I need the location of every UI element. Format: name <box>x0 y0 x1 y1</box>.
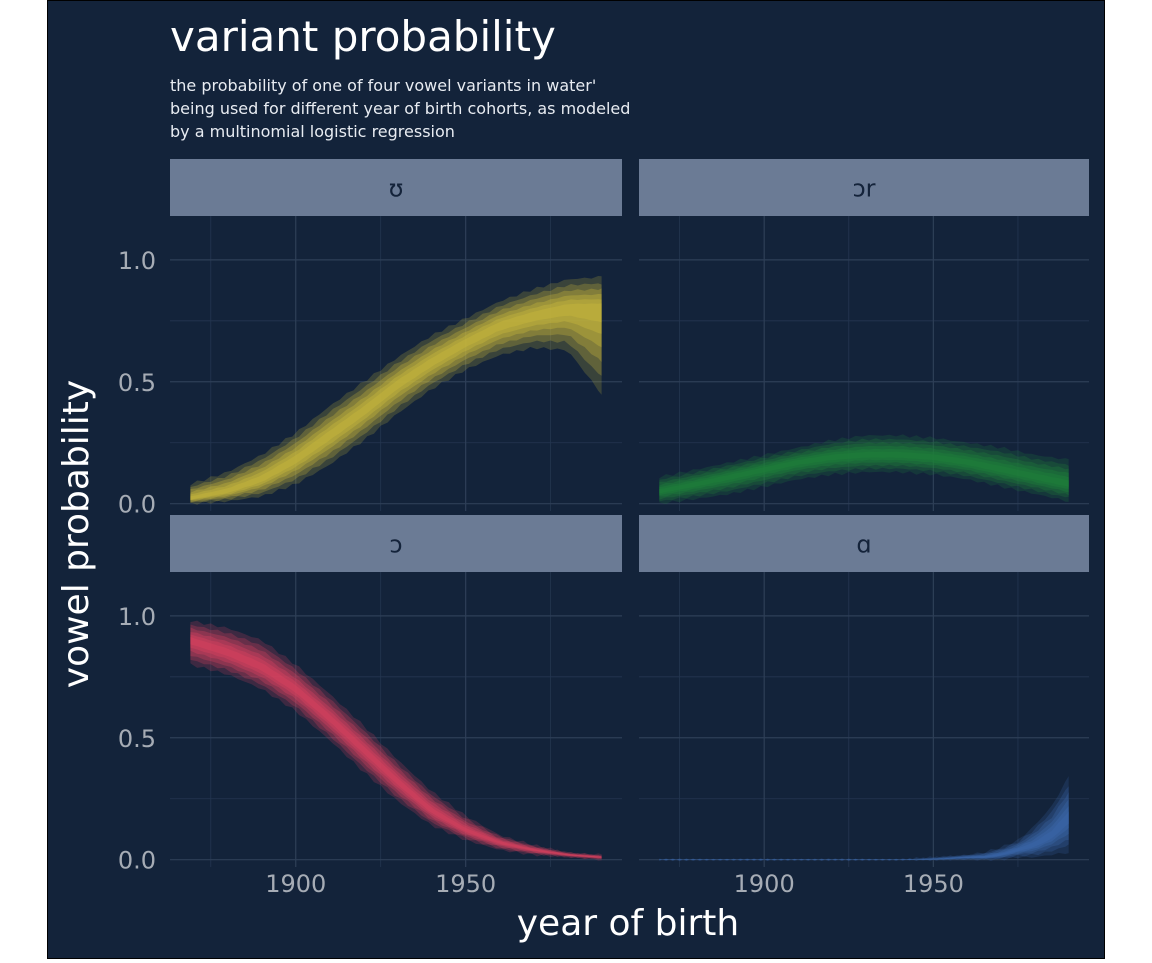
x-tick-label: 1900 <box>265 870 326 898</box>
series-band <box>659 786 1069 861</box>
series-band <box>190 299 602 501</box>
series-band <box>659 811 1069 860</box>
series-band <box>190 294 602 501</box>
series-band <box>659 438 1069 502</box>
chart-frame: variant probability the probability of o… <box>47 0 1105 959</box>
y-tick-label: 1.0 <box>118 603 156 631</box>
facet-strip <box>639 159 1089 216</box>
x-tick-label: 1900 <box>734 870 795 898</box>
y-tick-label: 0.5 <box>118 369 156 397</box>
x-tick-label: 1950 <box>435 870 496 898</box>
chart-subtitle-line-2: being used for different year of birth c… <box>170 99 630 118</box>
facet-strip <box>639 515 1089 572</box>
facet-strip <box>170 159 622 216</box>
facet-panel: ʊ <box>170 159 622 511</box>
facet-panel: ɔ <box>170 515 622 867</box>
series-band <box>190 624 602 860</box>
y-tick-label: 1.0 <box>118 247 156 275</box>
chart-title: variant probability <box>170 12 556 61</box>
facet-panel: ɔr <box>639 159 1089 511</box>
axes: 0.0 0.5 1.0 0.0 0.5 1.0 1900 1950 1900 1950 <box>118 247 964 898</box>
x-tick-label: 1950 <box>903 870 964 898</box>
series-band <box>190 288 602 503</box>
facet-strip-label: ɑ <box>856 531 871 559</box>
series-band <box>190 283 602 503</box>
facet-strip-label: ɔ <box>389 531 402 559</box>
series-band <box>659 776 1069 862</box>
y-axis-title: vowel probability <box>56 380 97 688</box>
y-tick-label: 0.0 <box>118 491 156 519</box>
facet-panel: ɑ <box>639 515 1089 867</box>
series-band <box>659 442 1069 500</box>
facet-strip-label: ɔr <box>852 175 875 203</box>
series-band <box>659 434 1069 505</box>
x-axis-title: year of birth <box>517 903 740 944</box>
chart-subtitle-line-3: by a multinomial logistic regression <box>170 122 455 141</box>
chart-subtitle-line-1: the probability of one of four vowel var… <box>170 76 596 95</box>
y-tick-label: 0.5 <box>118 725 156 753</box>
series-band <box>190 276 602 505</box>
facet-strip-label: ʊ <box>389 175 404 203</box>
facet-panels: ʊ ɔr ɔ ɑ <box>170 159 1089 867</box>
series-band <box>659 451 1069 494</box>
y-tick-label: 0.0 <box>118 847 156 875</box>
series-band <box>659 445 1069 497</box>
chart-svg: variant probability the probability of o… <box>56 12 1089 944</box>
facet-strip <box>170 515 622 572</box>
series-band <box>190 620 602 861</box>
series-band <box>190 634 602 858</box>
